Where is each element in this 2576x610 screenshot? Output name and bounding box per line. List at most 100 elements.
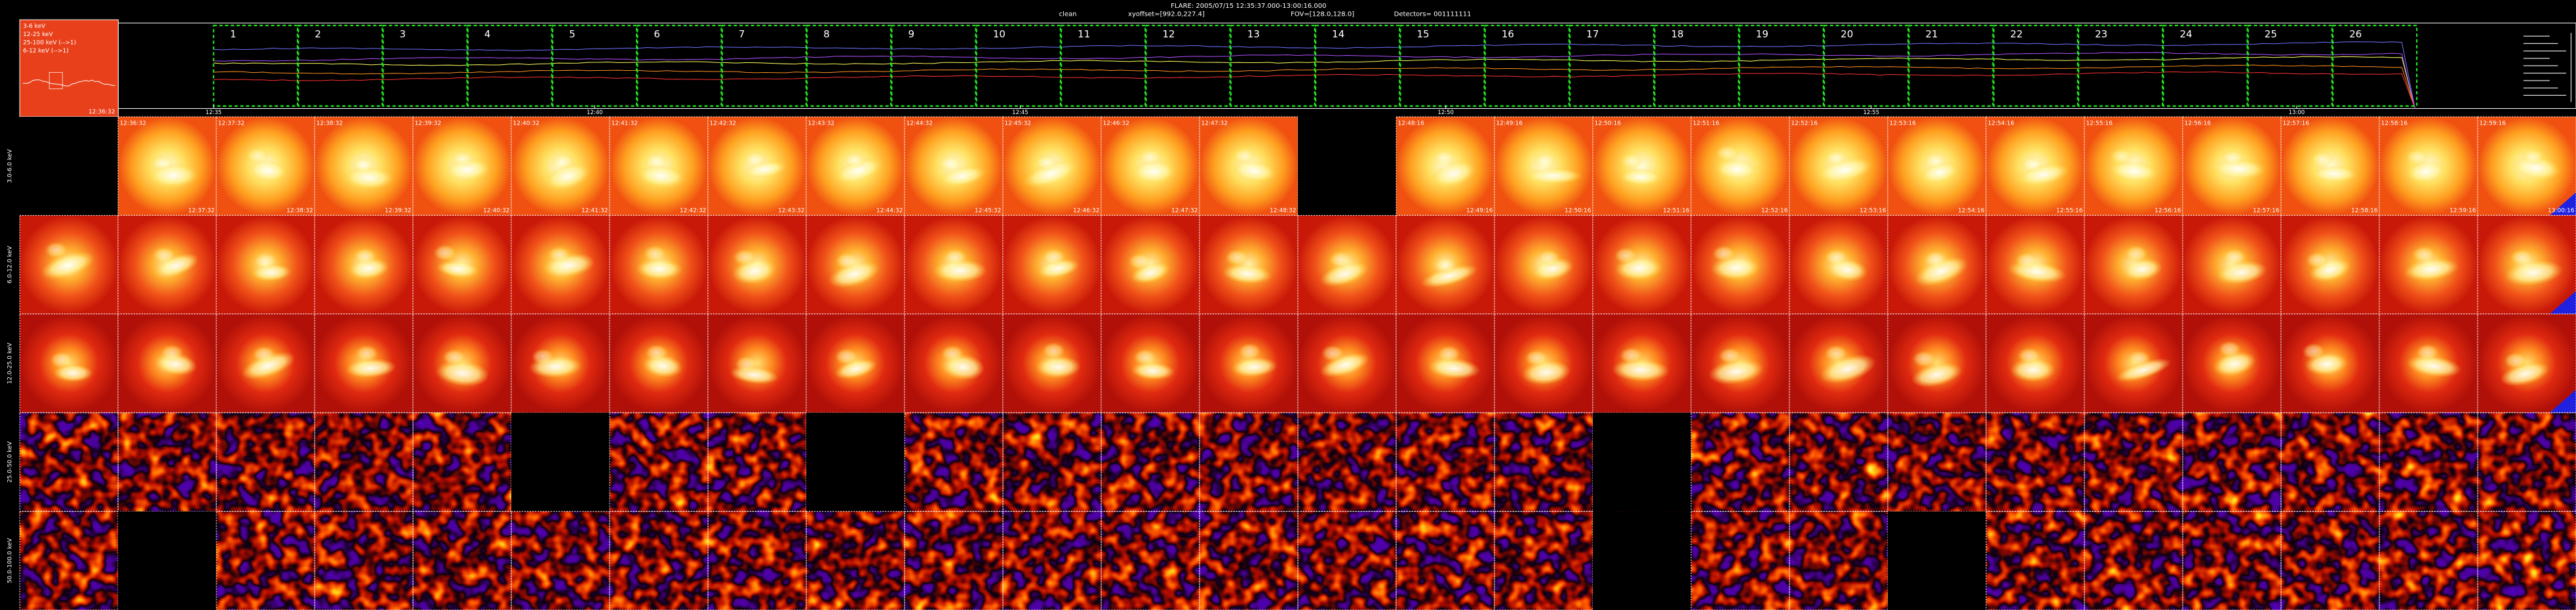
start-time: 12:43:32: [808, 121, 834, 127]
start-time: 12:39:32: [415, 121, 441, 127]
start-time: 12:49:16: [1496, 121, 1523, 127]
image-blob: [2109, 160, 2159, 182]
image-blob: [1533, 152, 1557, 169]
image-blob: [1131, 159, 1177, 184]
image-bg: [1888, 314, 1987, 413]
solar-image: [2379, 215, 2478, 314]
solar-image: [1101, 116, 1200, 216]
end-time: 12:55:16: [2056, 207, 2083, 214]
image-blob: [1521, 360, 1571, 385]
image-blob: [2124, 245, 2148, 262]
image-blob: [1437, 345, 1461, 362]
image-blob: [245, 147, 269, 164]
image-blob: [2021, 156, 2044, 173]
image-blob: [1420, 264, 1478, 288]
solar-image: [1200, 116, 1298, 216]
solar-image: [2478, 314, 2576, 413]
start-time: 12:36:32: [120, 121, 146, 127]
interval-box: [212, 24, 299, 107]
row-label: 6.0-12.0 keV: [7, 245, 14, 283]
image-blob: [1319, 353, 1370, 378]
lightcurve-line: [213, 41, 2415, 109]
solar-image: [905, 314, 1004, 413]
end-time: 12:51:16: [1663, 207, 1690, 214]
time-label: 12:35: [206, 110, 222, 116]
legend-entry: 6-12 keV (-->1): [23, 48, 69, 54]
solar-image: [2183, 314, 2282, 413]
image-blob: [1431, 160, 1477, 188]
interval-box: [2332, 24, 2418, 107]
interval-box: [975, 24, 1061, 107]
image-blob: [50, 352, 73, 369]
image-blob: [2010, 358, 2056, 382]
start-time: 12:38:32: [317, 121, 343, 127]
header-method: clean: [1059, 10, 1077, 18]
interval-box: [1993, 24, 2078, 107]
solar-image: [708, 215, 807, 314]
image-blob: [1133, 348, 1157, 366]
image-corner: [2549, 192, 2576, 216]
image-blob: [442, 349, 466, 366]
interval-number: 12: [1163, 28, 1175, 40]
start-time: 12:51:16: [1693, 121, 1720, 127]
solar-image: [216, 116, 315, 216]
start-time: 12:57:16: [2283, 121, 2310, 127]
header-xyoffset: xyoffset=[992.0,227.4]: [1128, 10, 1205, 18]
image-blob: [1320, 261, 1369, 287]
image-blob: [1715, 144, 1739, 161]
image-blob: [1537, 249, 1561, 266]
start-time: 12:46:32: [1103, 121, 1129, 127]
solar-image: [2281, 215, 2380, 314]
lightcurve-line: [213, 71, 2415, 109]
start-time: 12:37:32: [218, 121, 244, 127]
lightcurve-line: [213, 52, 2415, 109]
image-blob: [551, 153, 575, 170]
image-blob: [435, 360, 490, 387]
solar-image: [1888, 314, 1987, 413]
image-blob: [2406, 355, 2462, 378]
interval-box: [721, 24, 808, 107]
image-blob: [636, 164, 686, 188]
interval-box: [1654, 24, 1740, 107]
image-blob: [1618, 168, 1663, 186]
interval-number: 14: [1332, 28, 1344, 40]
image-blob: [643, 245, 667, 262]
solar-image: [1003, 314, 1102, 413]
image-blob: [2215, 260, 2267, 285]
solar-image: [1593, 314, 1692, 413]
image-blob: [2311, 165, 2358, 183]
interval-box: [2077, 24, 2164, 107]
solar-image: [1200, 215, 1298, 314]
solar-image: [1593, 215, 1692, 314]
solar-image: [905, 116, 1004, 216]
solar-image: [610, 215, 709, 314]
interval-number: 8: [823, 28, 830, 40]
image-blob: [1321, 345, 1344, 362]
header-title: FLARE: 2005/07/15 12:35:37.000-13:00:16.…: [1171, 3, 1326, 10]
end-time: 12:59:16: [2449, 207, 2476, 214]
image-blob: [252, 346, 276, 363]
time-label: 12:45: [1012, 110, 1028, 116]
interval-box: [552, 24, 638, 107]
interval-box: [806, 24, 892, 107]
solar-image: [2478, 215, 2576, 314]
end-time: 12:57:16: [2253, 207, 2280, 214]
image-blob: [1434, 257, 1457, 274]
solar-image: [118, 116, 217, 216]
interval-box: [1738, 24, 1824, 107]
end-time: 13:00:16: [2548, 207, 2575, 214]
solar-image: [1298, 314, 1397, 413]
image-blob: [1714, 159, 1759, 180]
solar-image: [216, 215, 315, 314]
image-blob: [41, 251, 95, 280]
start-time: 12:41:32: [612, 121, 638, 127]
row-label: 3.0-6.0 keV: [7, 149, 14, 183]
end-time: 12:46:32: [1073, 207, 1099, 214]
start-time: 12:42:32: [710, 121, 736, 127]
image-blob: [1824, 344, 1848, 362]
start-time: 12:44:32: [907, 121, 933, 127]
image-blob: [1034, 154, 1058, 171]
solar-image: [1888, 215, 1987, 314]
image-blob: [2504, 352, 2527, 369]
solar-image: [1789, 314, 1888, 413]
